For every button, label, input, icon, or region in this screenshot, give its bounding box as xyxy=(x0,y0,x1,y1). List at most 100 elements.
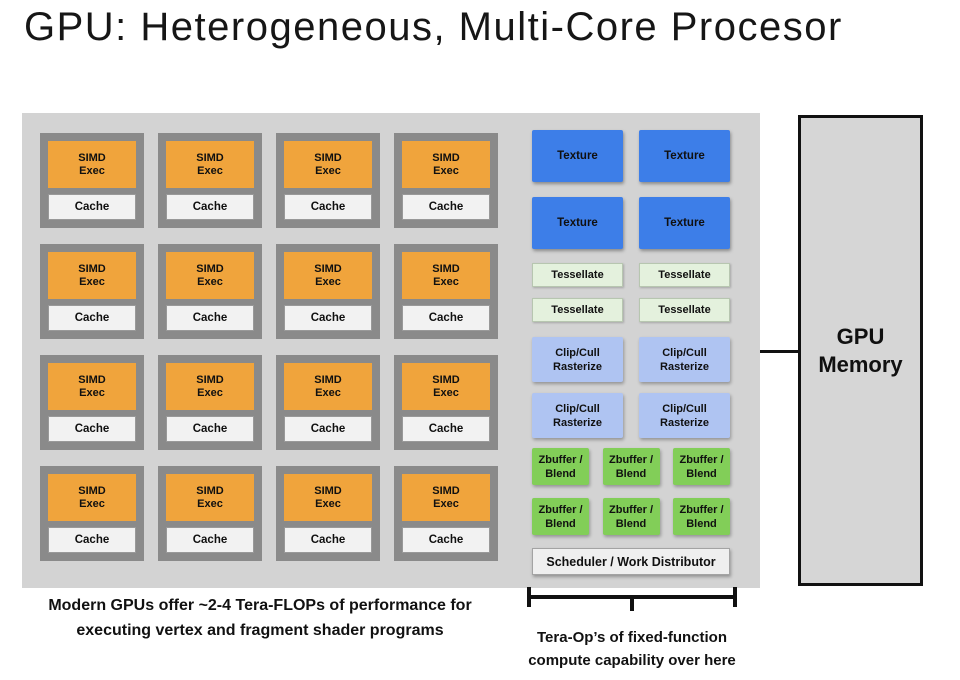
shader-core: SIMD Exec Cache xyxy=(276,355,380,450)
simd-exec-unit: SIMD Exec xyxy=(48,252,136,299)
shader-core: SIMD Exec Cache xyxy=(40,355,144,450)
simd-label-line2: Exec xyxy=(197,386,223,399)
zbuffer-label-line1: Zbuffer / xyxy=(679,453,724,466)
simd-exec-unit: SIMD Exec xyxy=(284,141,372,188)
shader-core: SIMD Exec Cache xyxy=(276,466,380,561)
shader-core: SIMD Exec Cache xyxy=(394,466,498,561)
shader-core: SIMD Exec Cache xyxy=(40,133,144,228)
simd-exec-unit: SIMD Exec xyxy=(48,474,136,521)
shader-performance-caption: Modern GPUs offer ~2-4 Tera-FLOPs of per… xyxy=(25,593,495,643)
simd-label-line2: Exec xyxy=(315,497,341,510)
clipcull-rasterize-grid: Clip/Cull Rasterize Clip/Cull Rasterize … xyxy=(532,337,730,438)
clipcull-label-line1: Clip/Cull xyxy=(662,346,707,359)
gpu-chip-panel: SIMD Exec Cache SIMD Exec Cache SIMD Exe… xyxy=(22,113,760,588)
shader-core: SIMD Exec Cache xyxy=(40,466,144,561)
tessellate-unit-grid: Tessellate Tessellate Tessellate Tessell… xyxy=(532,263,730,322)
simd-exec-unit: SIMD Exec xyxy=(284,474,372,521)
zbuffer-label-line2: Blend xyxy=(686,467,717,480)
simd-label-line1: SIMD xyxy=(196,484,224,497)
clipcull-rasterize-unit: Clip/Cull Rasterize xyxy=(639,393,730,438)
zbuffer-label-line2: Blend xyxy=(615,467,647,480)
zbuffer-blend-unit: Zbuffer / Blend xyxy=(602,498,660,535)
scheduler-work-distributor: Scheduler / Work Distributor xyxy=(532,548,730,575)
shader-core: SIMD Exec Cache xyxy=(394,133,498,228)
clipcull-label-line1: Clip/Cull xyxy=(662,402,707,415)
zbuffer-blend-unit: Zbuffer / Blend xyxy=(673,448,730,485)
shader-core: SIMD Exec Cache xyxy=(276,244,380,339)
fixed-function-brace-bar xyxy=(527,595,737,599)
zbuffer-label-line1: Zbuffer / xyxy=(679,503,724,516)
zbuffer-label-line1: Zbuffer / xyxy=(538,503,583,516)
simd-label-line2: Exec xyxy=(433,164,459,177)
simd-label-line1: SIMD xyxy=(314,151,342,164)
fixed-function-caption: Tera-Op’s of fixed-function compute capa… xyxy=(518,626,746,672)
shader-core: SIMD Exec Cache xyxy=(158,133,262,228)
simd-exec-unit: SIMD Exec xyxy=(166,474,254,521)
simd-exec-unit: SIMD Exec xyxy=(48,141,136,188)
simd-label-line2: Exec xyxy=(79,275,105,288)
caption-left-line1: Modern GPUs offer ~2-4 Tera-FLOPs of per… xyxy=(48,597,472,614)
gpu-memory-label-line2: Memory xyxy=(818,351,903,377)
slide-title: GPU: Heterogeneous, Multi-Core Procesor xyxy=(24,5,843,49)
simd-label-line1: SIMD xyxy=(314,373,342,386)
simd-label-line2: Exec xyxy=(79,386,105,399)
fixed-function-brace-middle-tick xyxy=(630,599,634,611)
caption-left-line2: executing vertex and fragment shader pro… xyxy=(76,622,444,639)
tessellate-unit: Tessellate xyxy=(639,298,730,322)
simd-label-line1: SIMD xyxy=(314,262,342,275)
shader-core: SIMD Exec Cache xyxy=(276,133,380,228)
cache-unit: Cache xyxy=(402,305,490,331)
cache-unit: Cache xyxy=(402,527,490,553)
simd-label-line2: Exec xyxy=(315,275,341,288)
simd-label-line2: Exec xyxy=(197,275,223,288)
zbuffer-label-line1: Zbuffer / xyxy=(609,503,653,516)
simd-label-line2: Exec xyxy=(433,275,459,288)
simd-exec-unit: SIMD Exec xyxy=(166,141,254,188)
zbuffer-label-line2: Blend xyxy=(545,517,576,530)
texture-unit: Texture xyxy=(639,130,730,182)
simd-exec-unit: SIMD Exec xyxy=(402,363,490,410)
simd-exec-unit: SIMD Exec xyxy=(402,474,490,521)
cache-unit: Cache xyxy=(166,194,254,220)
zbuffer-label-line2: Blend xyxy=(686,517,717,530)
clipcull-label-line1: Clip/Cull xyxy=(555,346,600,359)
simd-label-line1: SIMD xyxy=(78,484,106,497)
tessellate-unit: Tessellate xyxy=(532,298,623,322)
simd-label-line2: Exec xyxy=(79,497,105,510)
cache-unit: Cache xyxy=(284,194,372,220)
shader-core: SIMD Exec Cache xyxy=(40,244,144,339)
memory-connector-line xyxy=(760,350,798,353)
caption-right-line2: compute capability over here xyxy=(528,652,736,669)
cache-unit: Cache xyxy=(284,416,372,442)
simd-label-line2: Exec xyxy=(315,164,341,177)
cache-unit: Cache xyxy=(48,305,136,331)
clipcull-rasterize-unit: Clip/Cull Rasterize xyxy=(639,337,730,382)
cache-unit: Cache xyxy=(166,416,254,442)
simd-label-line2: Exec xyxy=(197,164,223,177)
simd-label-line1: SIMD xyxy=(432,151,460,164)
texture-unit: Texture xyxy=(532,130,623,182)
simd-exec-unit: SIMD Exec xyxy=(284,363,372,410)
zbuffer-blend-grid: Zbuffer / Blend Zbuffer / Blend Zbuffer … xyxy=(532,448,730,535)
simd-exec-unit: SIMD Exec xyxy=(402,252,490,299)
zbuffer-label-line2: Blend xyxy=(545,467,576,480)
simd-label-line2: Exec xyxy=(315,386,341,399)
zbuffer-blend-unit: Zbuffer / Blend xyxy=(532,448,589,485)
cache-unit: Cache xyxy=(166,305,254,331)
simd-label-line2: Exec xyxy=(433,497,459,510)
cache-unit: Cache xyxy=(284,527,372,553)
simd-label-line2: Exec xyxy=(433,386,459,399)
cache-unit: Cache xyxy=(48,194,136,220)
zbuffer-blend-unit: Zbuffer / Blend xyxy=(673,498,730,535)
cache-unit: Cache xyxy=(284,305,372,331)
simd-label-line1: SIMD xyxy=(78,151,106,164)
texture-unit-grid: Texture Texture Texture Texture xyxy=(532,130,730,249)
caption-right-line1: Tera-Op’s of fixed-function xyxy=(537,629,727,646)
clipcull-label-line2: Rasterize xyxy=(660,360,709,373)
simd-label-line1: SIMD xyxy=(432,484,460,497)
shader-core: SIMD Exec Cache xyxy=(158,355,262,450)
cache-unit: Cache xyxy=(402,416,490,442)
shader-core: SIMD Exec Cache xyxy=(394,244,498,339)
shader-core: SIMD Exec Cache xyxy=(394,355,498,450)
